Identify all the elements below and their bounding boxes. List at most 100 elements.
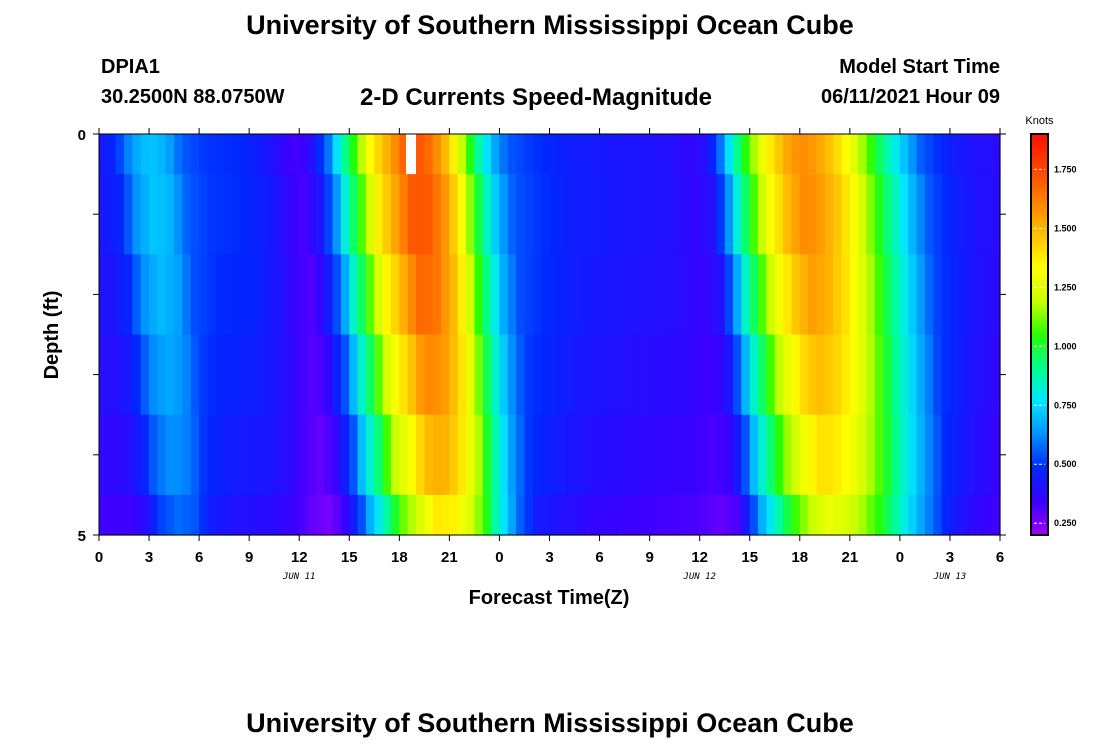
heatmap-cell (749, 254, 759, 336)
y-tick-label: 0 (78, 127, 86, 144)
heatmap-cell (374, 134, 384, 175)
heatmap-cell (174, 494, 184, 536)
heatmap-cell (774, 174, 784, 255)
heatmap-cell (682, 334, 692, 416)
x-tick-label: 6 (195, 549, 203, 566)
colorbar-ramp (1030, 133, 1049, 536)
x-tick-label: 12 (691, 549, 708, 566)
heatmap-cell (874, 174, 884, 255)
heatmap-cell (599, 134, 609, 175)
heatmap-cell (866, 134, 876, 175)
heatmap-cell (641, 414, 651, 496)
heatmap-cell (858, 494, 868, 536)
heatmap-cell (199, 334, 209, 416)
heatmap-cell (165, 494, 175, 536)
x-tick-label: 15 (741, 549, 758, 566)
heatmap-cell (315, 414, 325, 496)
heatmap-cell (724, 494, 734, 536)
heatmap-cell (224, 174, 234, 255)
x-axis: 0 3 6 9 12 15 18 21 0 3 6 9 12 15 18 21 0 3 6 JUN 11 JUN 12 J… (95, 128, 1004, 582)
heatmap-cell (733, 414, 742, 496)
heatmap-cell (149, 414, 158, 496)
heatmap-cell (315, 494, 325, 536)
heatmap-cell (324, 174, 334, 255)
heatmap-cell (808, 494, 818, 536)
station-id: DPIA1 (101, 56, 160, 78)
heatmap-cell (482, 334, 492, 416)
heatmap-cell (949, 414, 959, 496)
heatmap-cell (249, 334, 259, 416)
heatmap-cell (924, 254, 934, 336)
heatmap-cell (115, 134, 125, 175)
heatmap-cell (232, 174, 242, 255)
heatmap-cell (891, 414, 901, 496)
heatmap-cell (224, 494, 234, 536)
heatmap-cell (132, 134, 142, 175)
heatmap-cell (424, 494, 434, 536)
heatmap-cell (733, 134, 742, 175)
heatmap-cell (390, 334, 400, 416)
heatmap-cell (566, 134, 576, 175)
heatmap-cell (349, 134, 359, 175)
heatmap-cell (983, 414, 993, 496)
heatmap-cell (524, 174, 534, 255)
heatmap-cell (541, 174, 551, 255)
heatmap-cell (766, 414, 776, 496)
heatmap-cell (682, 414, 692, 496)
heatmap-cell (390, 174, 400, 255)
heatmap-cell (958, 254, 968, 336)
heatmap-cell (566, 494, 576, 536)
heatmap-cell (699, 174, 709, 255)
heatmap-cell (357, 254, 367, 336)
heatmap-cell (933, 334, 943, 416)
heatmap-cell (357, 334, 367, 416)
heatmap-cell (949, 254, 959, 336)
heatmap-cell (365, 134, 375, 175)
heatmap-cell (424, 414, 434, 496)
heatmap-cell (941, 174, 951, 255)
heatmap-cell (691, 334, 701, 416)
heatmap-cell (766, 334, 776, 416)
heatmap-cell (908, 174, 918, 255)
heatmap-cell (607, 254, 617, 336)
heatmap-cell (758, 254, 767, 336)
colorbar-tick-label: 1.250 (1054, 282, 1077, 292)
heatmap-cell (232, 334, 242, 416)
heatmap-cell (332, 334, 342, 416)
heatmap-cell (516, 134, 526, 175)
heatmap-cell (190, 174, 200, 255)
heatmap-cell (616, 134, 626, 175)
heatmap-cells (99, 134, 1001, 536)
heatmap-cell (416, 134, 425, 175)
heatmap-cell (908, 494, 918, 536)
heatmap-cell (432, 174, 442, 255)
heatmap-cell (340, 254, 350, 336)
heatmap-cell (741, 254, 751, 336)
heatmap-cell (682, 134, 692, 175)
heatmap-cell (941, 414, 951, 496)
heatmap-cell (616, 414, 626, 496)
heatmap-cell (140, 174, 150, 255)
heatmap-cell (124, 174, 133, 255)
heatmap-cell (916, 134, 926, 175)
heatmap-cell (816, 174, 826, 255)
heatmap-cell (749, 414, 759, 496)
heatmap-cell (399, 414, 409, 496)
heatmap-cell (991, 174, 1001, 255)
heatmap-cell (899, 134, 909, 175)
heatmap-cell (716, 254, 726, 336)
heatmap-cell (808, 174, 818, 255)
heatmap-cell (666, 334, 676, 416)
heatmap-cell (390, 134, 400, 175)
heatmap-cell (966, 494, 976, 536)
heatmap-cell (541, 494, 551, 536)
heatmap-cell (774, 494, 784, 536)
heatmap-cell (424, 334, 434, 416)
heatmap-cell (733, 334, 742, 416)
heatmap-cell (532, 174, 542, 255)
heatmap-cell (983, 254, 993, 336)
heatmap-cell (224, 254, 234, 336)
heatmap-cell (390, 414, 400, 496)
heatmap-cell (365, 494, 375, 536)
